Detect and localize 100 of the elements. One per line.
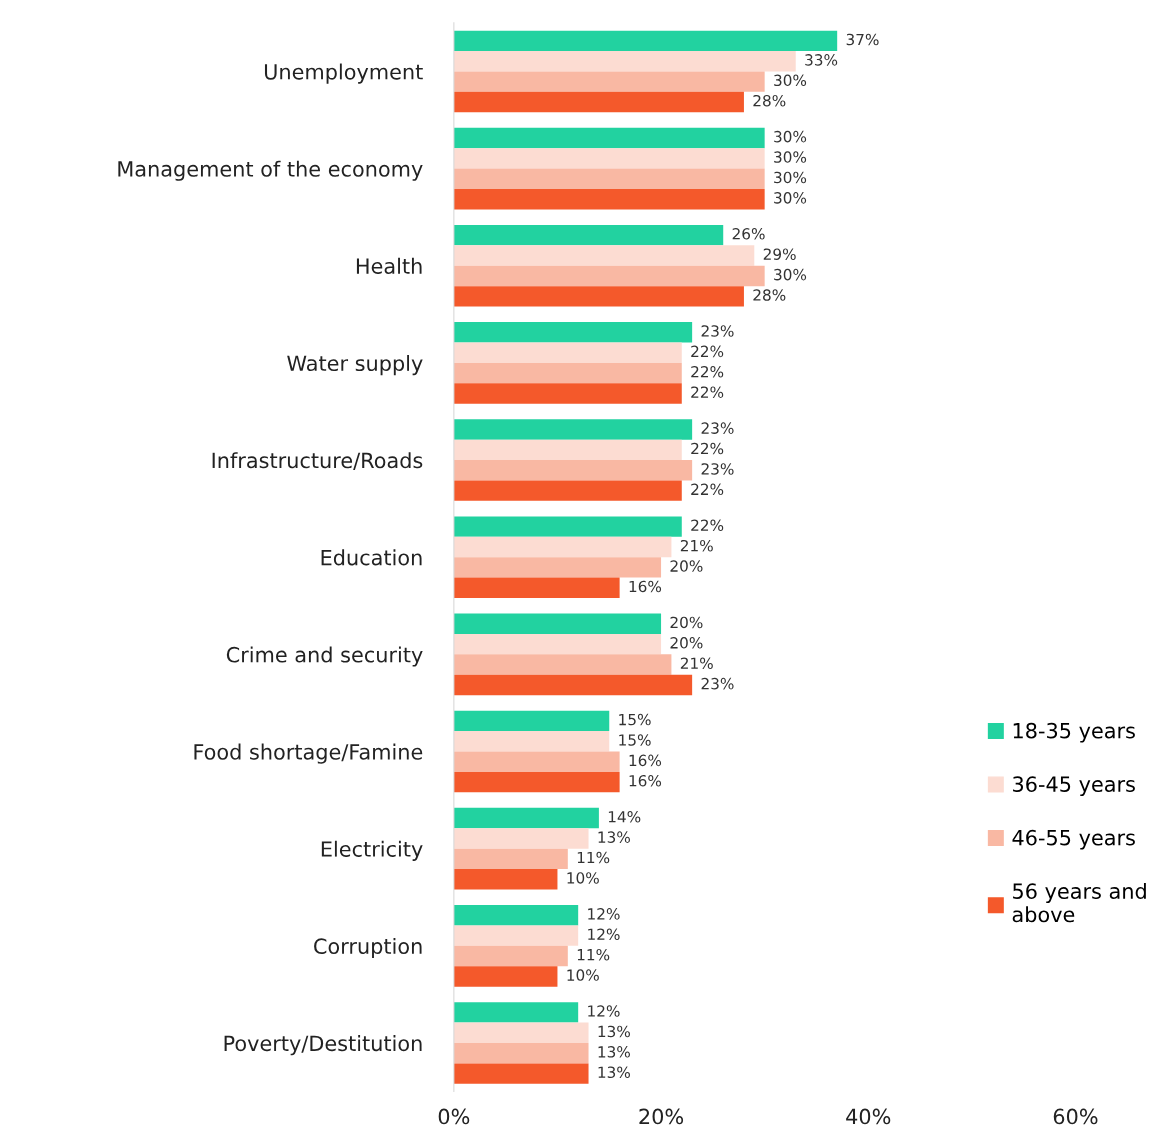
legend-label: 46-55 years bbox=[1012, 829, 1135, 850]
data-label: 23% bbox=[701, 677, 734, 690]
legend-label: 18-35 years bbox=[1013, 722, 1135, 743]
y-tick-label: Management of the economy bbox=[118, 160, 423, 181]
bar bbox=[453, 224, 724, 246]
bar bbox=[453, 536, 672, 558]
x-tick-label: 40% bbox=[846, 1108, 891, 1125]
bar bbox=[453, 30, 838, 52]
data-label: 15% bbox=[619, 734, 651, 746]
data-label: 30% bbox=[774, 192, 807, 204]
bar bbox=[453, 51, 796, 72]
y-tick-label: Education bbox=[321, 549, 422, 566]
bar bbox=[453, 905, 579, 926]
data-label: 12% bbox=[588, 1005, 620, 1017]
y-tick-label: Electricity bbox=[321, 840, 423, 861]
bar bbox=[453, 925, 579, 946]
bar bbox=[453, 945, 568, 967]
data-label: 22% bbox=[691, 519, 724, 532]
data-label: 13% bbox=[598, 1066, 630, 1079]
data-label: 16% bbox=[629, 775, 662, 787]
data-label: 22% bbox=[691, 365, 724, 378]
bar bbox=[453, 127, 765, 149]
data-label: 37% bbox=[846, 33, 879, 46]
bar bbox=[453, 383, 682, 404]
bar bbox=[453, 1022, 589, 1043]
y-tick-label: Health bbox=[356, 257, 422, 274]
data-label: 21% bbox=[680, 657, 713, 669]
y-tick-label: Crime and security bbox=[226, 646, 423, 667]
bar bbox=[453, 362, 682, 384]
bar bbox=[453, 286, 744, 307]
data-label: 22% bbox=[691, 483, 724, 496]
bar bbox=[453, 710, 610, 732]
y-tick-label: Corruption bbox=[314, 937, 422, 959]
bar bbox=[453, 848, 568, 870]
data-label: 20% bbox=[670, 637, 703, 649]
bar bbox=[453, 1002, 579, 1023]
bar bbox=[453, 71, 765, 92]
y-tick-label: Unemployment bbox=[264, 63, 423, 84]
bar bbox=[453, 731, 610, 752]
bar bbox=[453, 419, 693, 440]
bar bbox=[453, 633, 662, 655]
data-label: 12% bbox=[588, 908, 620, 920]
data-label: 11% bbox=[577, 851, 610, 864]
data-label: 21% bbox=[680, 539, 713, 552]
data-label: 22% bbox=[691, 345, 724, 358]
data-label: 22% bbox=[691, 386, 724, 398]
data-label: 13% bbox=[598, 1025, 630, 1038]
data-label: 22% bbox=[691, 442, 724, 455]
data-label: 13% bbox=[598, 1046, 630, 1058]
bar bbox=[453, 1042, 589, 1064]
data-label: 28% bbox=[753, 94, 786, 107]
x-tick-label: 20% bbox=[639, 1108, 684, 1125]
data-label: 10% bbox=[567, 872, 599, 884]
data-label: 30% bbox=[774, 74, 807, 87]
bar bbox=[453, 654, 672, 675]
x-tick-label: 0% bbox=[438, 1108, 470, 1125]
data-label: 15% bbox=[619, 713, 651, 726]
bar bbox=[453, 148, 765, 169]
data-label: 29% bbox=[763, 248, 796, 260]
data-label: 33% bbox=[805, 54, 838, 66]
legend-label: 56 years and above bbox=[1012, 882, 1146, 923]
data-label: 30% bbox=[774, 151, 807, 163]
data-label: 13% bbox=[598, 831, 630, 843]
data-label: 10% bbox=[567, 969, 599, 981]
y-tick-label: Poverty/Destitution bbox=[224, 1035, 422, 1056]
data-label: 26% bbox=[732, 228, 765, 240]
bar bbox=[453, 674, 693, 696]
bar bbox=[453, 869, 558, 890]
y-tick-label: Water supply bbox=[287, 354, 423, 376]
bar bbox=[453, 439, 682, 461]
bar bbox=[453, 516, 682, 537]
bar bbox=[453, 577, 620, 599]
bar bbox=[453, 966, 558, 987]
legend-label: 36-45 years bbox=[1013, 776, 1135, 797]
data-label: 20% bbox=[670, 560, 703, 572]
data-label: 16% bbox=[629, 580, 662, 593]
bar bbox=[453, 265, 765, 287]
bar bbox=[453, 807, 599, 829]
bar bbox=[453, 1063, 589, 1084]
data-label: 11% bbox=[577, 948, 610, 961]
y-tick-label: Infrastructure/Roads bbox=[212, 452, 423, 470]
data-label: 20% bbox=[670, 616, 703, 629]
bar bbox=[453, 342, 682, 363]
bar bbox=[453, 245, 755, 266]
bar bbox=[453, 168, 765, 189]
x-tick-label: 60% bbox=[1053, 1108, 1098, 1125]
bar bbox=[453, 828, 589, 849]
data-label: 30% bbox=[774, 130, 807, 143]
data-label: 23% bbox=[701, 422, 734, 434]
data-label: 28% bbox=[753, 289, 786, 301]
bar bbox=[453, 557, 662, 578]
bar bbox=[453, 613, 662, 634]
data-label: 12% bbox=[588, 928, 620, 941]
bar bbox=[453, 189, 765, 210]
data-label: 23% bbox=[701, 463, 734, 475]
bar bbox=[453, 751, 620, 772]
data-label: 23% bbox=[701, 325, 734, 337]
bar bbox=[453, 322, 693, 343]
bar bbox=[453, 771, 620, 793]
bar bbox=[453, 460, 693, 481]
